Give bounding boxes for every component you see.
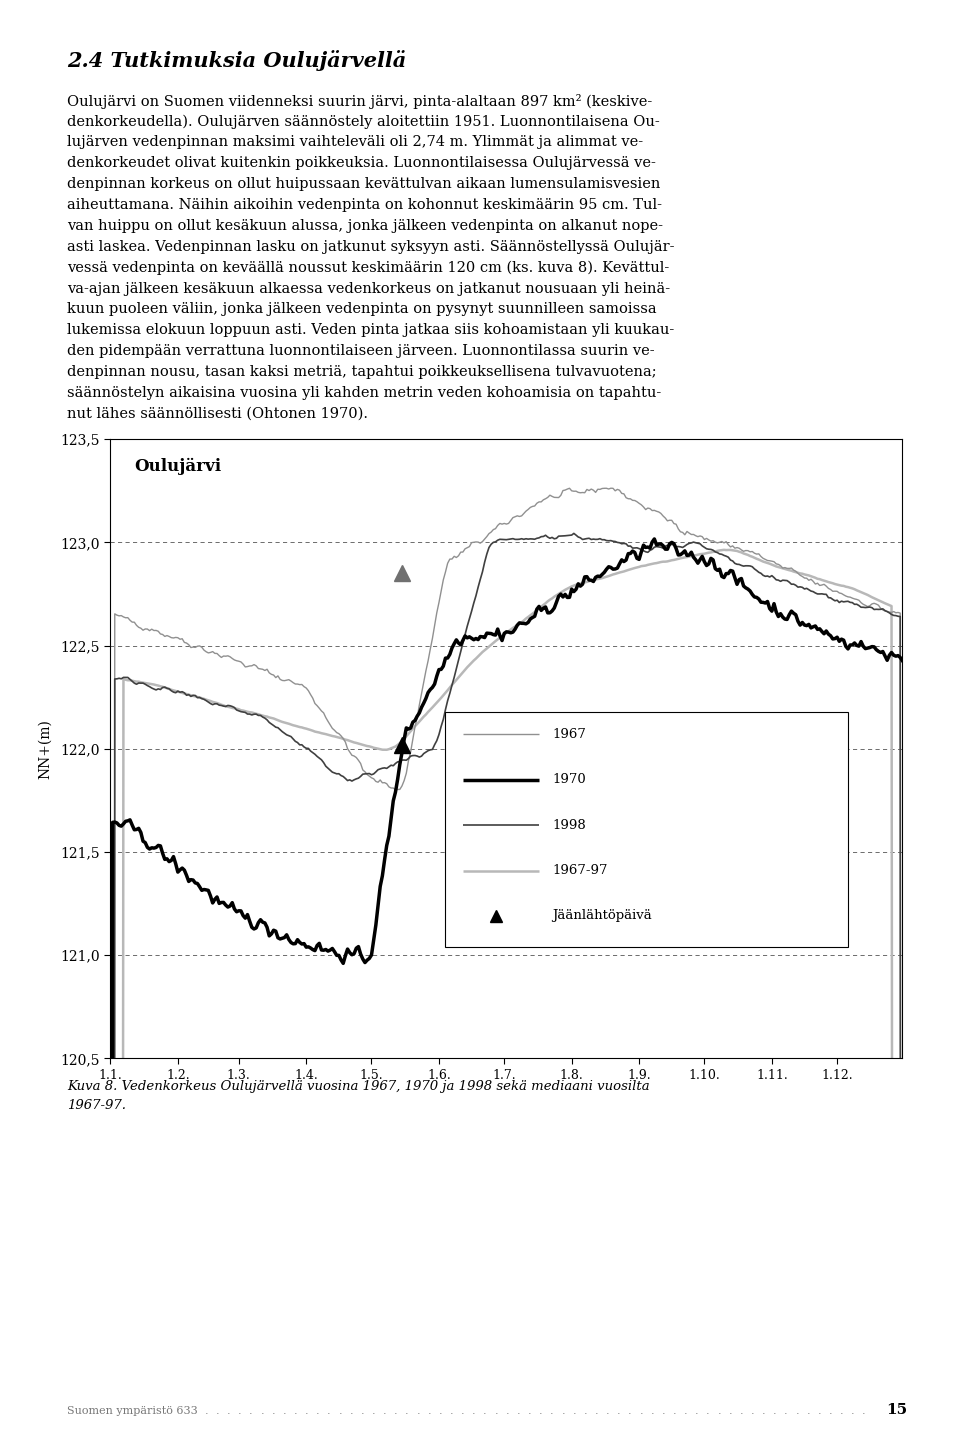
Text: 2.4 Tutkimuksia Oulujärvellä: 2.4 Tutkimuksia Oulujärvellä (67, 50, 406, 72)
Text: .: . (673, 1405, 677, 1416)
Text: .: . (539, 1405, 542, 1416)
Text: .: . (483, 1405, 487, 1416)
Text: 1998: 1998 (552, 819, 586, 832)
Text: .: . (439, 1405, 443, 1416)
Text: .: . (684, 1405, 687, 1416)
Text: .: . (862, 1405, 866, 1416)
Text: kuun puoleen väliin, jonka jälkeen vedenpinta on pysynyt suunnilleen samoissa: kuun puoleen väliin, jonka jälkeen veden… (67, 302, 657, 317)
Text: .: . (651, 1405, 654, 1416)
Text: .: . (238, 1405, 242, 1416)
Text: va-ajan jälkeen kesäkuun alkaessa vedenkorkeus on jatkanut nousuaan yli heinä-: va-ajan jälkeen kesäkuun alkaessa vedenk… (67, 281, 670, 295)
Text: .: . (628, 1405, 632, 1416)
Text: .: . (227, 1405, 230, 1416)
Text: .: . (762, 1405, 765, 1416)
Text: .: . (562, 1405, 564, 1416)
Text: .: . (661, 1405, 665, 1416)
Text: .: . (594, 1405, 598, 1416)
Text: Suomen ympäristö 633: Suomen ympäristö 633 (67, 1405, 198, 1416)
Text: .: . (617, 1405, 620, 1416)
Text: .: . (707, 1405, 709, 1416)
Text: vessä vedenpinta on keväällä noussut keskimäärin 120 cm (ks. kuva 8). Kevättul-: vessä vedenpinta on keväällä noussut kes… (67, 261, 669, 275)
Text: .: . (383, 1405, 387, 1416)
Text: .: . (450, 1405, 453, 1416)
Text: .: . (494, 1405, 498, 1416)
Text: .: . (828, 1405, 832, 1416)
Text: .: . (394, 1405, 397, 1416)
Text: nut lähes säännöllisesti (Ohtonen 1970).: nut lähes säännöllisesti (Ohtonen 1970). (67, 406, 369, 420)
Text: den pidempään verrattuna luonnontilaiseen järveen. Luonnontilassa suurin ve-: den pidempään verrattuna luonnontilaisee… (67, 344, 655, 359)
Text: .: . (349, 1405, 353, 1416)
Text: .: . (528, 1405, 532, 1416)
Text: .: . (427, 1405, 431, 1416)
Y-axis label: NN+(m): NN+(m) (38, 719, 52, 779)
Text: .: . (639, 1405, 643, 1416)
Text: .: . (818, 1405, 821, 1416)
Text: .: . (795, 1405, 799, 1416)
Bar (445, 711, 848, 948)
Text: .: . (361, 1405, 364, 1416)
Text: .: . (372, 1405, 375, 1416)
Text: .: . (272, 1405, 276, 1416)
Text: denkorkeudella). Oulujärven säännöstely aloitettiin 1951. Luonnontilaisena Ou-: denkorkeudella). Oulujärven säännöstely … (67, 114, 660, 128)
Text: Jäänlähtöpäivä: Jäänlähtöpäivä (552, 910, 652, 923)
Text: .: . (405, 1405, 409, 1416)
Text: .: . (305, 1405, 308, 1416)
Text: .: . (739, 1405, 743, 1416)
Text: .: . (338, 1405, 342, 1416)
Text: .: . (572, 1405, 576, 1416)
Text: .: . (516, 1405, 520, 1416)
Text: 1967-97: 1967-97 (552, 864, 608, 877)
Text: .: . (729, 1405, 732, 1416)
Text: denpinnan nousu, tasan kaksi metriä, tapahtui poikkeuksellisena tulvavuotena;: denpinnan nousu, tasan kaksi metriä, tap… (67, 364, 657, 379)
Text: .: . (695, 1405, 699, 1416)
Text: säännöstelyn aikaisina vuosina yli kahden metrin veden kohoamisia on tapahtu-: säännöstelyn aikaisina vuosina yli kahde… (67, 386, 661, 400)
Text: .: . (461, 1405, 465, 1416)
Text: .: . (260, 1405, 264, 1416)
Text: asti laskea. Vedenpinnan lasku on jatkunut syksyyn asti. Säännöstellyssä Oulujär: asti laskea. Vedenpinnan lasku on jatkun… (67, 239, 675, 253)
Text: .: . (840, 1405, 844, 1416)
Text: .: . (751, 1405, 755, 1416)
Text: .: . (417, 1405, 420, 1416)
Text: .: . (584, 1405, 588, 1416)
Text: lukemissa elokuun loppuun asti. Veden pinta jatkaa siis kohoamistaan yli kuukau-: lukemissa elokuun loppuun asti. Veden pi… (67, 323, 675, 337)
Text: denpinnan korkeus on ollut huipussaan kevättulvan aikaan lumensulamisvesien: denpinnan korkeus on ollut huipussaan ke… (67, 177, 660, 192)
Text: Kuva 8. Vedenkorkeus Oulujärvellä vuosina 1967, 1970 ja 1998 sekä mediaani vuosi: Kuva 8. Vedenkorkeus Oulujärvellä vuosin… (67, 1080, 650, 1093)
Text: .: . (294, 1405, 298, 1416)
Text: 1967: 1967 (552, 727, 586, 740)
Text: .: . (806, 1405, 810, 1416)
Text: .: . (506, 1405, 509, 1416)
Text: .: . (282, 1405, 286, 1416)
Text: .: . (773, 1405, 777, 1416)
Text: .: . (316, 1405, 320, 1416)
Text: .: . (327, 1405, 331, 1416)
Text: denkorkeudet olivat kuitenkin poikkeuksia. Luonnontilaisessa Oulujärvessä ve-: denkorkeudet olivat kuitenkin poikkeuksi… (67, 156, 656, 170)
Text: Oulujärvi: Oulujärvi (134, 458, 222, 475)
Text: Oulujärvi on Suomen viidenneksi suurin järvi, pinta-alaltaan 897 km² (keskive-: Oulujärvi on Suomen viidenneksi suurin j… (67, 94, 653, 108)
Text: aiheuttamana. Näihin aikoihin vedenpinta on kohonnut keskimäärin 95 cm. Tul-: aiheuttamana. Näihin aikoihin vedenpinta… (67, 197, 662, 212)
Text: .: . (717, 1405, 721, 1416)
Text: .: . (852, 1405, 854, 1416)
Text: .: . (550, 1405, 554, 1416)
Text: .: . (472, 1405, 476, 1416)
Text: .: . (606, 1405, 610, 1416)
Text: .: . (204, 1405, 208, 1416)
Text: .: . (784, 1405, 788, 1416)
Text: 15: 15 (886, 1403, 907, 1417)
Text: 1967-97.: 1967-97. (67, 1099, 126, 1112)
Text: .: . (216, 1405, 219, 1416)
Text: van huippu on ollut kesäkuun alussa, jonka jälkeen vedenpinta on alkanut nope-: van huippu on ollut kesäkuun alussa, jon… (67, 219, 663, 233)
Text: lujärven vedenpinnan maksimi vaihteleväli oli 2,74 m. Ylimmät ja alimmat ve-: lujärven vedenpinnan maksimi vaihteleväl… (67, 135, 643, 150)
Text: .: . (250, 1405, 252, 1416)
Text: 1970: 1970 (552, 773, 586, 786)
